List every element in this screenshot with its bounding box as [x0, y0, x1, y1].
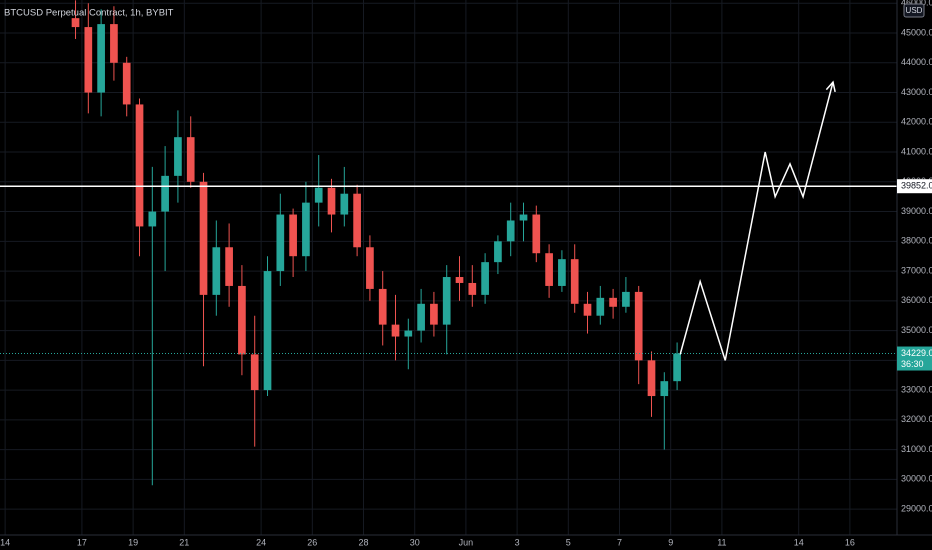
x-tick-label: 24	[256, 537, 266, 547]
x-tick-label: Jun	[459, 537, 474, 547]
candle-body	[673, 353, 681, 382]
x-tick-label: 19	[128, 537, 138, 547]
x-tick-label: 7	[617, 537, 622, 547]
x-tick-label: 9	[668, 537, 673, 547]
candle-body	[404, 330, 413, 337]
candle-body	[148, 211, 157, 227]
candle-body	[302, 202, 310, 257]
y-tick-label: 30000.0	[901, 474, 932, 484]
y-tick-label: 35000.0	[901, 325, 932, 335]
candle-body	[263, 271, 272, 391]
candle-body	[327, 187, 336, 215]
candle-body	[225, 247, 233, 286]
candle-body	[84, 27, 93, 93]
candle-body	[366, 247, 374, 289]
candle-body	[570, 259, 579, 304]
candle-body	[353, 193, 361, 248]
candle-body	[135, 104, 144, 227]
x-tick-label: 11	[717, 537, 726, 547]
candle-body	[250, 354, 259, 391]
candle-body	[545, 253, 553, 286]
candle-body	[186, 137, 195, 182]
currency-badge[interactable]	[903, 3, 925, 18]
x-tick-label: 21	[179, 537, 189, 547]
plot	[0, 0, 897, 486]
y-tick-label: 43000.0	[901, 87, 932, 97]
candle-body	[378, 288, 387, 325]
candle-body	[583, 303, 592, 316]
x-tick-label: 30	[410, 537, 420, 547]
candle-body	[506, 220, 515, 242]
candle-body	[634, 291, 643, 361]
y-tick-label: 33000.0	[901, 384, 932, 394]
candle-body	[276, 214, 285, 272]
last-price-label: 34229.0	[901, 348, 932, 358]
candle-body	[494, 241, 502, 263]
chart-title: BTCUSD Perpetual Contract, 1h, BYBIT	[4, 8, 174, 19]
candle-body	[455, 277, 464, 283]
candle-body	[110, 24, 118, 63]
y-tick-label: 29000.0	[901, 503, 932, 513]
candle-body	[199, 181, 208, 295]
candle-body	[647, 360, 656, 397]
y-tick-label: 36000.0	[901, 295, 932, 305]
y-tick-label: 32000.0	[901, 414, 932, 424]
candle-body	[481, 262, 489, 295]
y-tick-label: 39000.0	[901, 206, 932, 216]
countdown-label: 36:30	[901, 359, 924, 369]
level-label: 39852.0	[901, 181, 932, 191]
y-tick-label: 44000.0	[901, 57, 932, 67]
candle-body	[122, 62, 131, 105]
currency-label[interactable]: USD	[906, 6, 923, 15]
projection-arrowhead	[825, 80, 836, 93]
grid	[0, 0, 897, 535]
x-tick-label: 14	[0, 537, 10, 547]
x-tick-label: 16	[845, 537, 855, 547]
candle-body	[430, 303, 438, 325]
y-tick-label: 37000.0	[901, 265, 932, 275]
candle-body	[417, 303, 425, 331]
candle-body	[161, 175, 169, 212]
x-tick-label: 5	[566, 537, 571, 547]
candle-body	[212, 247, 221, 295]
y-tick-label: 38000.0	[901, 236, 932, 246]
candle-body	[660, 381, 669, 397]
level-label-box	[897, 179, 932, 194]
candle-body	[622, 291, 630, 307]
x-tick-label: 17	[77, 537, 87, 547]
y-tick-label: 31000.0	[901, 444, 932, 454]
candle-body	[532, 214, 541, 254]
y-tick-label: 42000.0	[901, 117, 932, 127]
y-tick-label: 41000.0	[901, 146, 932, 156]
candle-body	[442, 277, 451, 325]
x-tick-label: 28	[359, 537, 369, 547]
candle-body	[519, 214, 528, 221]
last-price-box	[897, 346, 932, 371]
candle-body	[468, 282, 477, 295]
x-tick-label: 26	[307, 537, 317, 547]
candle-body	[391, 324, 400, 337]
candle-body	[97, 24, 105, 93]
y-tick-label: 45000.0	[901, 27, 932, 37]
candle-body	[558, 259, 566, 286]
candle-body	[596, 297, 605, 316]
projection-path[interactable]	[679, 81, 834, 361]
x-tick-label: 3	[515, 537, 520, 547]
candle-body	[609, 297, 617, 307]
candle-body	[289, 214, 297, 257]
candle-body	[174, 137, 182, 176]
candle-body	[238, 285, 246, 355]
candle-body	[340, 193, 349, 215]
candle-body	[71, 18, 80, 28]
x-tick-label: 14	[794, 537, 804, 547]
candle-body	[314, 187, 323, 203]
